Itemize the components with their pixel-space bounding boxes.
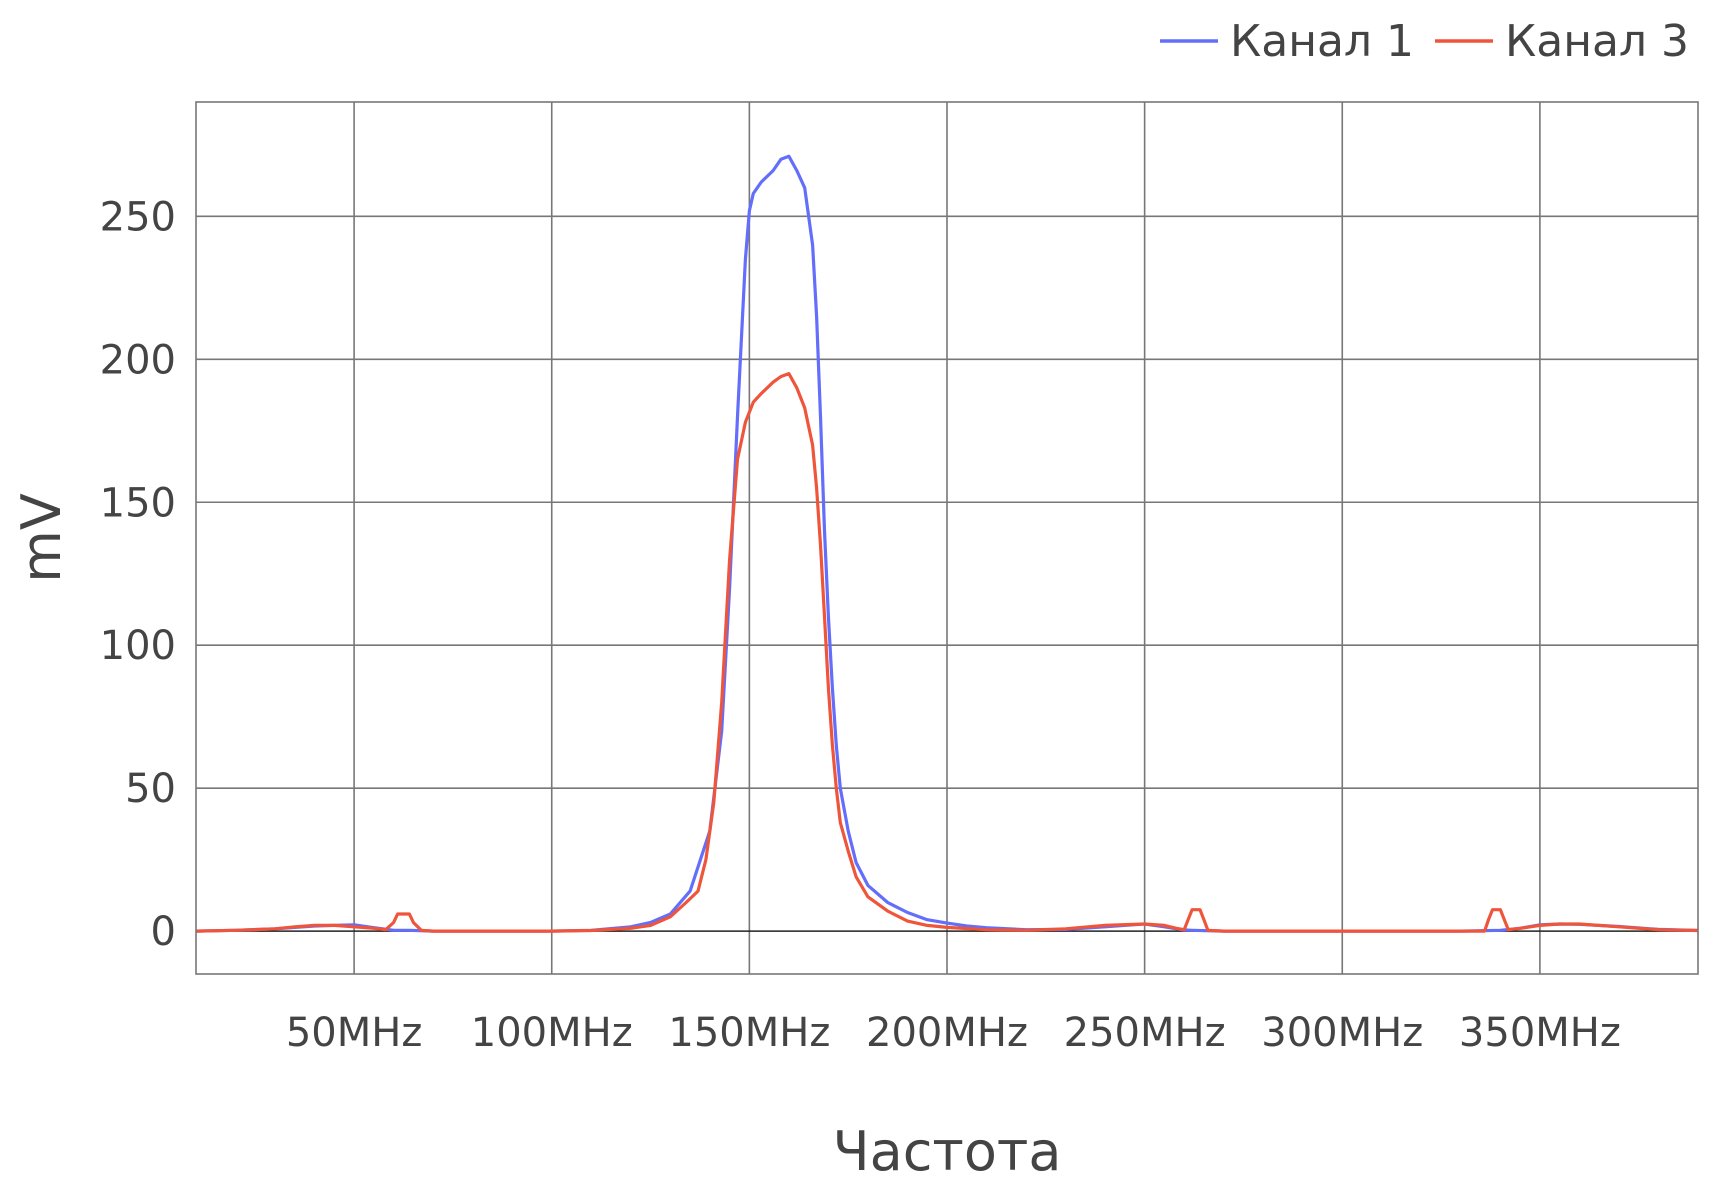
y-axis-ticks: 0 50 100 150 200 250 [100,194,176,955]
y-tick-label: 50 [125,766,176,812]
series-lines [195,154,1699,933]
x-tick-label: 50MHz [286,1010,422,1056]
x-axis-ticks: 50MHz 100MHz 150MHz 200MHz 250MHz 300MHz 350MH… [286,1010,1621,1056]
y-tick-label: 150 [100,480,176,526]
legend-label-1: Канал 1 [1230,16,1414,67]
y-axis-title: mV [10,493,73,583]
y-tick-label: 0 [151,909,176,955]
x-tick-label: 350MHz [1459,1010,1621,1056]
legend: Канал 1 Канал 3 [1160,16,1689,67]
x-tick-label: 100MHz [471,1010,633,1056]
x-tick-label: 200MHz [866,1010,1028,1056]
x-axis-title: Частота [833,1120,1062,1183]
x-tick-label: 300MHz [1261,1010,1423,1056]
legend-label-2: Канал 3 [1505,16,1689,67]
x-tick-label: 250MHz [1064,1010,1226,1056]
y-tick-label: 250 [100,194,176,240]
x-tick-label: 150MHz [668,1010,830,1056]
y-tick-label: 100 [100,623,176,669]
plot-frame [195,101,1699,975]
y-tick-label: 200 [100,337,176,383]
series-line-2 [195,372,1699,933]
